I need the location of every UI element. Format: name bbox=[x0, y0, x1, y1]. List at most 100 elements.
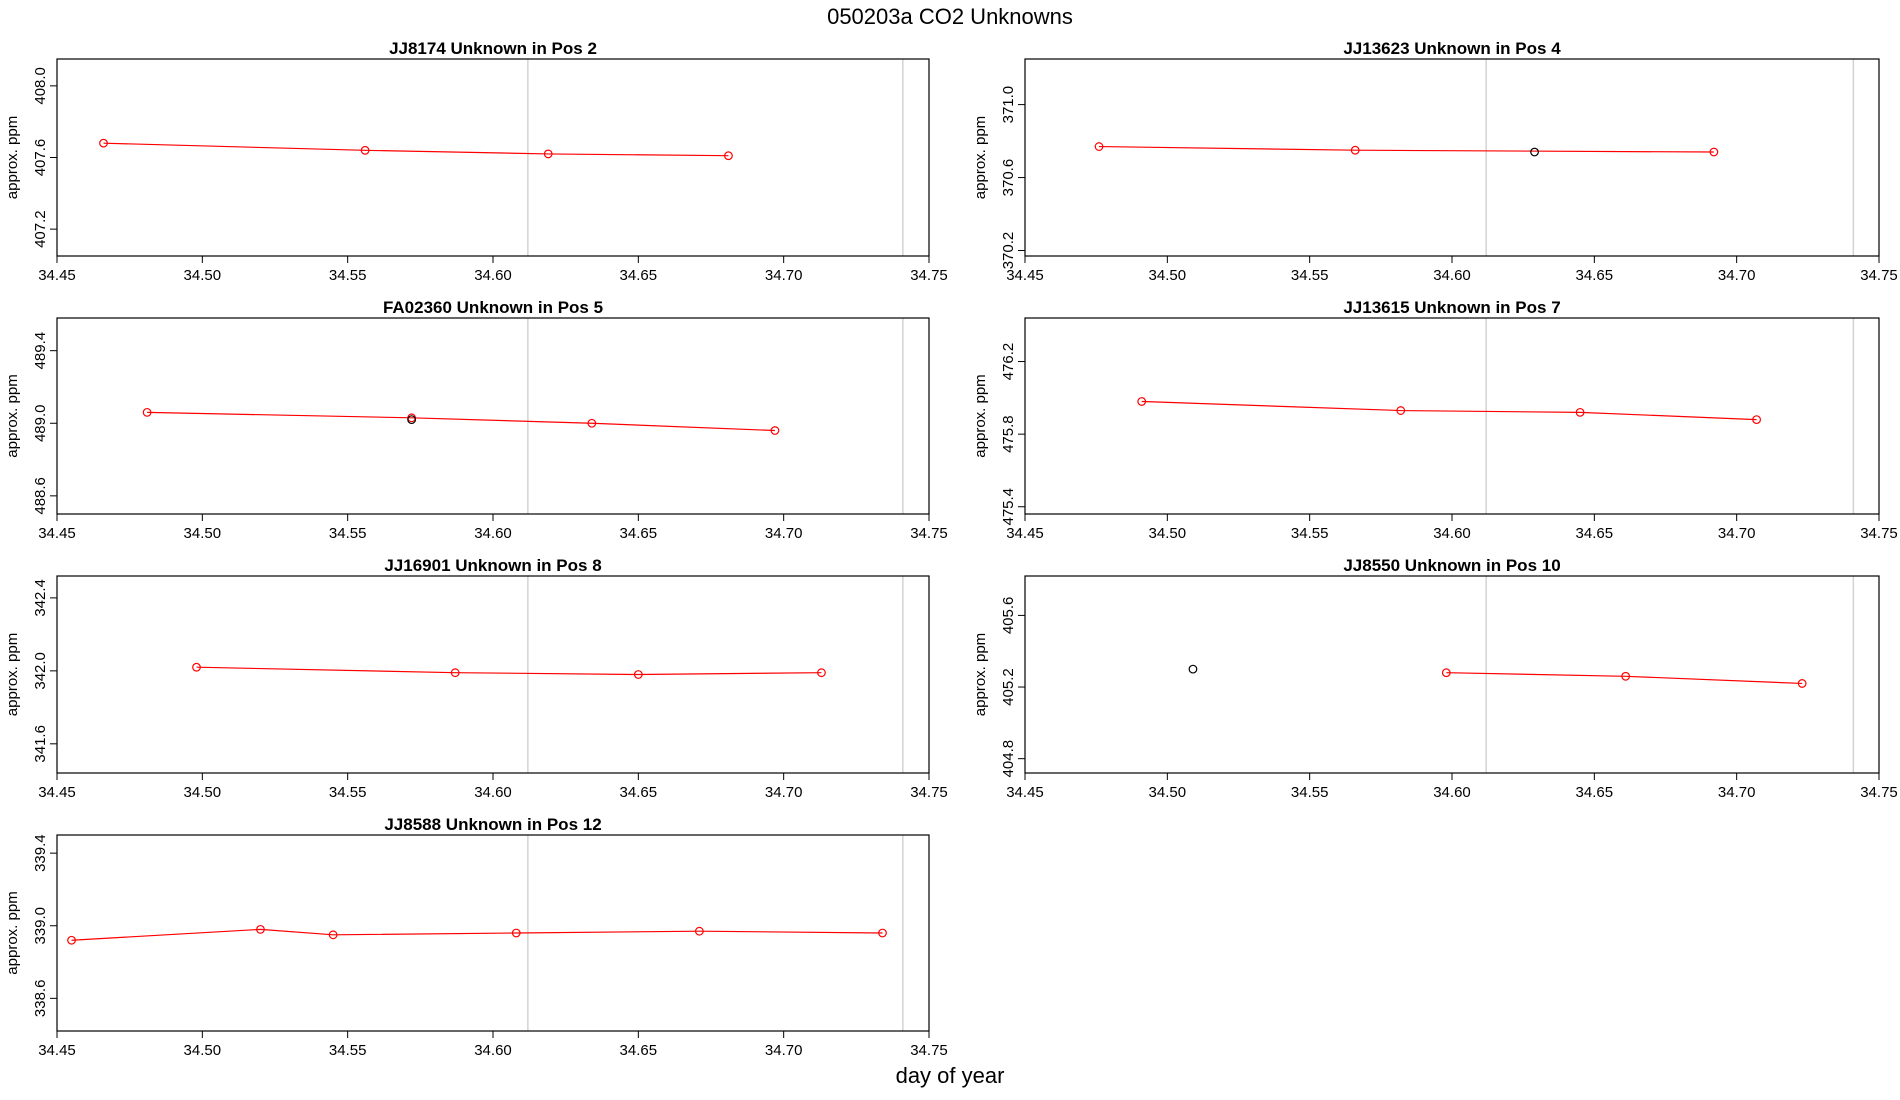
series-line bbox=[196, 666, 822, 676]
x-tick-label: 34.45 bbox=[1006, 525, 1044, 542]
data-point bbox=[724, 151, 733, 161]
plot-frame bbox=[56, 575, 930, 774]
series-line bbox=[1141, 400, 1757, 421]
series-line bbox=[71, 928, 883, 941]
x-tick-label: 34.50 bbox=[1149, 267, 1187, 284]
x-tick-label: 34.60 bbox=[474, 267, 512, 284]
data-point bbox=[1575, 407, 1585, 417]
data-point bbox=[99, 138, 108, 148]
x-tick-label: 34.70 bbox=[1718, 267, 1756, 284]
plot-frame bbox=[56, 317, 930, 515]
y-tick-label: 405.2 bbox=[1000, 668, 1017, 706]
y-tick-label: 371.0 bbox=[1000, 86, 1017, 124]
panel-title: JJ13623 Unknown in Pos 4 bbox=[1343, 39, 1561, 58]
panel-title: JJ16901 Unknown in Pos 8 bbox=[384, 556, 601, 575]
x-tick-label: 34.75 bbox=[910, 525, 948, 542]
series-line bbox=[1446, 672, 1803, 685]
panel-4: JJ13615 Unknown in Pos 7 34.45 34.50 34.55 3… bbox=[972, 298, 1898, 542]
data-point bbox=[67, 935, 76, 945]
y-tick-label: 407.6 bbox=[32, 139, 49, 177]
x-tick-label: 34.45 bbox=[38, 1042, 76, 1059]
panel-2: JJ13623 Unknown in Pos 4 34.45 34.50 34.55 3… bbox=[972, 39, 1898, 284]
x-tick-label: 34.60 bbox=[474, 1042, 512, 1059]
y-tick-label: 339.0 bbox=[32, 907, 49, 945]
data-point bbox=[878, 928, 887, 938]
plot-frame bbox=[56, 58, 930, 257]
y-tick-label: 338.6 bbox=[32, 980, 49, 1018]
data-point bbox=[1137, 397, 1147, 406]
chart-title: 050203a CO2 Unknowns bbox=[827, 4, 1073, 29]
x-tick-label: 34.70 bbox=[765, 525, 803, 542]
x-tick-label: 34.75 bbox=[1860, 525, 1898, 542]
x-axis-label: day of year bbox=[895, 1063, 1005, 1088]
series-line bbox=[1099, 145, 1714, 153]
y-tick-label: 370.2 bbox=[1000, 232, 1017, 270]
x-tick-label: 34.65 bbox=[620, 267, 658, 284]
data-point bbox=[407, 415, 417, 425]
x-tick-label: 34.70 bbox=[1718, 525, 1756, 542]
panel-title: JJ8588 Unknown in Pos 12 bbox=[384, 815, 601, 834]
data-point bbox=[543, 149, 553, 159]
y-axis-label: approx. ppm bbox=[4, 891, 21, 974]
panel-title: JJ8550 Unknown in Pos 10 bbox=[1343, 556, 1560, 575]
plot-frame bbox=[1024, 317, 1880, 515]
data-point bbox=[1396, 406, 1406, 415]
y-tick-label: 342.0 bbox=[32, 652, 49, 690]
data-point bbox=[1797, 679, 1807, 688]
data-point bbox=[1350, 145, 1360, 155]
data-point bbox=[192, 662, 201, 672]
data-point bbox=[328, 930, 338, 940]
y-tick-label: 339.4 bbox=[32, 834, 49, 872]
x-tick-label: 34.55 bbox=[329, 1042, 367, 1059]
panel-3: FA02360 Unknown in Pos 5 34.45 34.50 34.55 3… bbox=[4, 298, 948, 542]
x-tick-label: 34.60 bbox=[1433, 784, 1471, 801]
data-point bbox=[360, 145, 370, 155]
x-tick-label: 34.55 bbox=[329, 525, 367, 542]
y-axis-label: approx. ppm bbox=[4, 633, 21, 716]
data-point bbox=[256, 924, 265, 934]
x-tick-label: 34.65 bbox=[1576, 525, 1614, 542]
x-tick-label: 34.75 bbox=[910, 267, 948, 284]
x-tick-label: 34.65 bbox=[620, 784, 658, 801]
data-point bbox=[1530, 147, 1539, 157]
plot-frame bbox=[1024, 575, 1880, 774]
x-tick-label: 34.60 bbox=[1433, 267, 1471, 284]
x-tick-label: 34.75 bbox=[910, 1042, 948, 1059]
x-tick-label: 34.60 bbox=[1433, 525, 1471, 542]
x-tick-label: 34.70 bbox=[765, 267, 803, 284]
x-tick-label: 34.55 bbox=[329, 784, 367, 801]
x-tick-label: 34.65 bbox=[620, 1042, 658, 1059]
x-tick-label: 34.50 bbox=[1149, 525, 1187, 542]
x-tick-label: 34.55 bbox=[329, 267, 367, 284]
y-tick-label: 475.8 bbox=[1000, 415, 1017, 453]
x-tick-label: 34.65 bbox=[1576, 784, 1614, 801]
x-tick-label: 34.55 bbox=[1291, 267, 1329, 284]
y-axis-label: approx. ppm bbox=[972, 116, 989, 199]
x-tick-label: 34.55 bbox=[1291, 525, 1329, 542]
panel-5: JJ16901 Unknown in Pos 8 34.45 34.50 34.55 3… bbox=[4, 556, 948, 801]
data-point bbox=[1094, 142, 1104, 151]
y-axis-label: approx. ppm bbox=[4, 374, 21, 457]
data-point bbox=[1752, 415, 1761, 425]
x-tick-label: 34.45 bbox=[38, 784, 76, 801]
y-tick-label: 404.8 bbox=[1000, 740, 1017, 778]
x-tick-label: 34.60 bbox=[474, 784, 512, 801]
y-tick-label: 370.6 bbox=[1000, 159, 1017, 197]
panel-6: JJ8550 Unknown in Pos 10 34.45 34.50 34.55 3… bbox=[972, 556, 1898, 801]
panel-1: JJ8174 Unknown in Pos 2 34.45 34.50 34.55 34… bbox=[4, 39, 948, 284]
x-tick-label: 34.70 bbox=[765, 784, 803, 801]
data-point bbox=[142, 407, 152, 417]
data-point bbox=[1621, 671, 1631, 681]
y-axis-label: approx. ppm bbox=[972, 633, 989, 716]
y-tick-label: 475.4 bbox=[1000, 488, 1017, 526]
x-tick-label: 34.70 bbox=[1718, 784, 1756, 801]
x-tick-label: 34.65 bbox=[1576, 267, 1614, 284]
x-tick-label: 34.45 bbox=[1006, 784, 1044, 801]
data-point bbox=[770, 426, 780, 435]
series-line bbox=[103, 142, 729, 157]
data-point bbox=[1709, 147, 1719, 157]
x-tick-label: 34.75 bbox=[1860, 784, 1898, 801]
x-tick-label: 34.60 bbox=[474, 525, 512, 542]
x-tick-label: 34.75 bbox=[910, 784, 948, 801]
data-point bbox=[587, 418, 597, 428]
